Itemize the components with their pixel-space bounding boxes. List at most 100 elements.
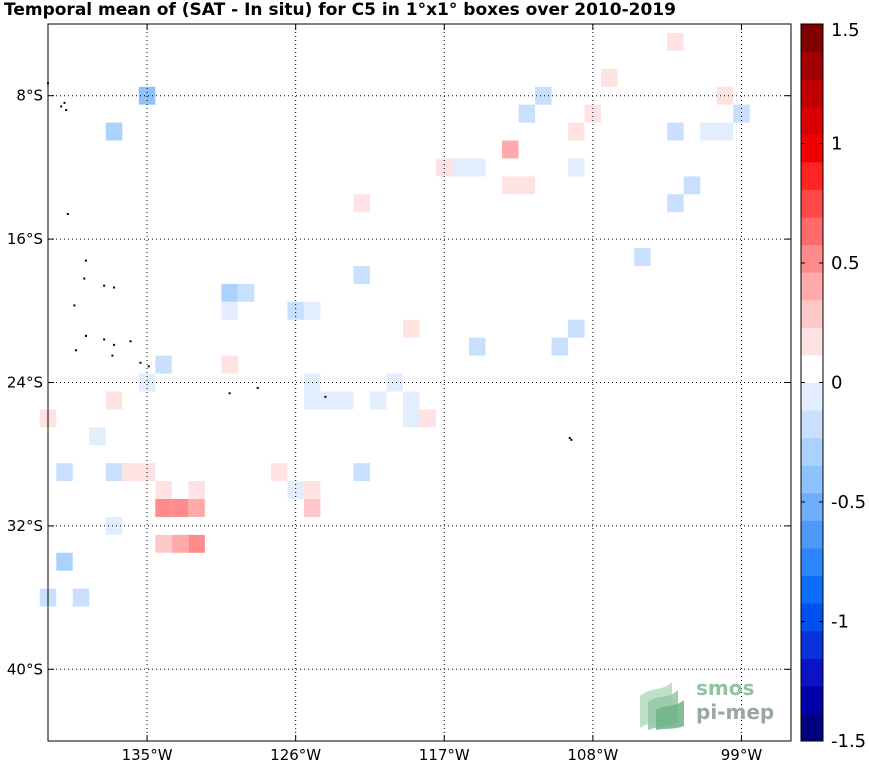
y-axis: 8°S 16°S 24°S 32°S 40°S	[7, 87, 791, 678]
colorbar-tick-label: -0.5	[831, 492, 866, 513]
y-tick-label: 8°S	[16, 87, 43, 105]
heatmap-cell	[353, 194, 370, 213]
colorbar-swatch	[801, 685, 823, 714]
colorbar-swatch	[801, 492, 823, 521]
colorbar-swatch	[801, 603, 823, 632]
island-mark	[60, 105, 63, 108]
colorbar-swatch	[801, 161, 823, 190]
island-mark	[83, 277, 86, 280]
heatmap-cell	[89, 427, 106, 446]
heatmap-cell	[105, 391, 123, 410]
heatmap-cell	[221, 301, 238, 320]
island-mark	[256, 386, 259, 389]
heatmap-cell	[469, 337, 486, 356]
colorbar-swatch	[801, 272, 823, 301]
smos-pimep-logo: smos pi-mep	[638, 676, 788, 732]
heatmap-cell	[502, 176, 519, 195]
heatmap-cell	[188, 499, 205, 517]
heatmap-cell	[56, 463, 73, 482]
y-tick-label: 16°S	[7, 230, 43, 248]
heatmap-cell	[700, 122, 717, 141]
colorbar-swatch	[801, 410, 823, 439]
island-mark	[111, 354, 114, 357]
island-mark	[113, 286, 116, 289]
logo-waves-icon	[640, 682, 684, 730]
heatmap-cell	[667, 194, 684, 213]
heatmap-cell	[138, 373, 156, 392]
heatmap-cell	[436, 158, 453, 177]
colorbar-swatch	[801, 520, 823, 549]
island-mark	[84, 259, 87, 262]
heatmap-cell	[105, 463, 123, 482]
heatmap-cell	[303, 391, 321, 410]
heatmap-cell	[105, 122, 123, 141]
heatmap-cell	[469, 158, 486, 177]
colorbar-swatch	[801, 299, 823, 328]
colorbar-tick-label: 0	[831, 373, 842, 394]
heatmap-cell	[336, 230, 354, 249]
island-mark	[103, 284, 106, 287]
colorbar-swatch	[801, 713, 823, 742]
plot-background	[48, 24, 791, 741]
colorbar-swatch	[801, 437, 823, 466]
heatmap-cell	[502, 140, 519, 159]
island-mark	[568, 437, 571, 440]
colorbar-swatch	[801, 547, 823, 577]
heatmap-cell	[270, 265, 288, 284]
heatmap-cell	[155, 534, 172, 553]
heatmap-cell	[419, 409, 437, 428]
x-tick-label: 108°W	[567, 746, 618, 762]
heatmap-cell	[72, 588, 90, 607]
colorbar-swatch	[801, 465, 823, 494]
heatmap-cell	[386, 373, 403, 392]
x-tick-label: 135°W	[122, 746, 173, 762]
colorbar-tick-label: -1.5	[831, 731, 866, 752]
heatmap-cell	[221, 355, 238, 374]
heatmap-cell	[634, 248, 651, 266]
heatmap-cell	[568, 122, 585, 141]
heatmap-cell	[353, 265, 370, 284]
colorbar-swatch	[801, 189, 823, 218]
island-mark	[84, 334, 87, 337]
island-mark	[139, 361, 142, 364]
island-mark	[75, 349, 78, 352]
heatmap-cell	[683, 176, 701, 195]
heatmap-cell	[452, 158, 470, 177]
colorbar-tick-label: 0.5	[831, 253, 860, 274]
heatmap-cell	[667, 32, 684, 51]
island-mark	[113, 343, 116, 346]
y-tick-label: 40°S	[7, 660, 43, 678]
heatmap-cell	[155, 481, 172, 500]
logo-text-smos: smos	[696, 676, 755, 700]
colorbar-tick-label: 1	[831, 134, 842, 155]
chart-title: Temporal mean of (SAT - In situ) for C5 …	[4, 0, 676, 20]
island-mark	[103, 338, 106, 341]
colorbar-swatch	[801, 106, 823, 135]
colorbar: 1.5 1 0.5 0 -0.5 -1 -1.5	[800, 20, 866, 752]
heatmap-cell	[122, 463, 139, 482]
heatmap-cell	[287, 265, 304, 284]
heatmap-cell	[171, 534, 189, 553]
heatmap-cell	[287, 301, 304, 320]
heatmap-cell	[303, 499, 321, 517]
island-mark	[65, 109, 68, 112]
heatmap-cell	[171, 445, 189, 464]
island-mark	[63, 101, 66, 104]
heatmap-cell	[667, 122, 684, 141]
heatmap-cell	[568, 319, 585, 338]
colorbar-swatch	[801, 354, 823, 383]
heatmap-cell	[402, 409, 420, 428]
island-mark	[129, 340, 132, 343]
colorbar-swatch	[801, 217, 823, 246]
heatmap-cell	[551, 337, 569, 356]
x-tick-label: 126°W	[270, 746, 321, 762]
heatmap-cell	[518, 176, 536, 195]
heatmap-cell	[716, 122, 734, 141]
heatmap-cell	[303, 481, 321, 500]
x-tick-label: 117°W	[419, 746, 470, 762]
heatmap-cell	[369, 391, 387, 410]
heatmap-cell	[535, 86, 552, 105]
heatmap-cell	[155, 355, 172, 374]
colorbar-swatch	[801, 134, 823, 163]
